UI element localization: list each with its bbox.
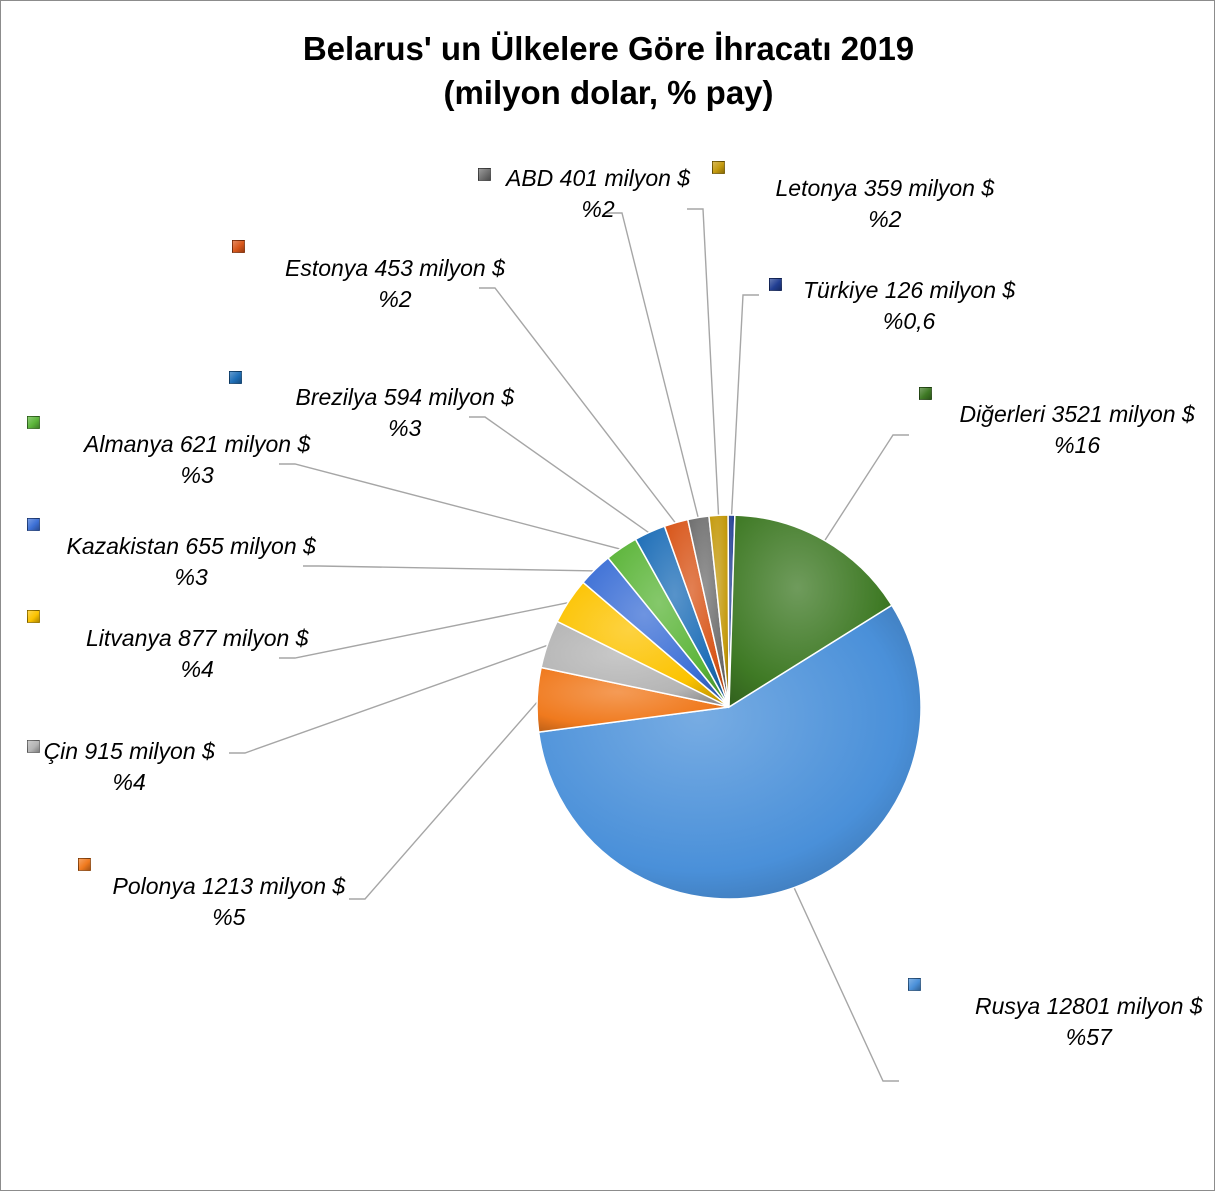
legend-key-8	[232, 240, 245, 253]
pie-slice-1	[537, 604, 922, 900]
data-label-percent: %5	[212, 904, 246, 930]
leader-line-1	[792, 885, 899, 1082]
leader-line-12	[823, 434, 909, 543]
leader-line-3	[229, 643, 550, 754]
data-label-value: Almanya 621 milyon $	[84, 431, 311, 457]
data-label-percent: %16	[1054, 432, 1101, 458]
data-label-value: Türkiye 126 milyon $	[803, 277, 1016, 303]
chart-title: Belarus' un Ülkelere Göre İhracatı 2019 …	[1, 27, 1214, 115]
data-label-value: Polonya 1213 milyon $	[112, 873, 346, 899]
data-label-value: Çin 915 milyon $	[43, 738, 215, 764]
data-label-value: ABD 401 milyon $	[506, 165, 691, 191]
leader-line-6	[279, 463, 623, 551]
leader-line-9	[606, 212, 700, 520]
data-label-value: Litvanya 877 milyon $	[86, 625, 309, 651]
data-label-value: Letonya 359 milyon $	[775, 175, 995, 201]
data-label-6: Almanya 621 milyon $ %3	[84, 429, 310, 491]
leader-line-5	[303, 565, 597, 572]
data-label-percent: %2	[378, 286, 412, 312]
legend-key-4	[27, 610, 40, 623]
data-label-value: Estonya 453 milyon $	[285, 255, 505, 281]
data-label-percent: %2	[581, 196, 615, 222]
legend-key-10	[712, 161, 725, 174]
data-label-11: Türkiye 126 milyon $ %0,6	[803, 275, 1015, 337]
legend-key-1	[908, 978, 921, 991]
data-label-12: Diğerleri 3521 milyon $ %16	[960, 399, 1195, 461]
data-label-percent: %3	[174, 564, 208, 590]
data-label-3: Çin 915 milyon $ %4	[44, 736, 215, 798]
data-label-value: Rusya 12801 milyon $	[975, 993, 1203, 1019]
data-label-value: Diğerleri 3521 milyon $	[959, 401, 1195, 427]
data-label-7: Brezilya 594 milyon $ %3	[296, 382, 515, 444]
data-label-percent: %4	[112, 769, 146, 795]
pie-slices	[536, 514, 922, 900]
pie-slice-12	[728, 514, 893, 709]
leader-line-10	[687, 208, 720, 518]
data-label-value: Brezilya 594 milyon $	[295, 384, 515, 410]
data-label-2: Polonya 1213 milyon $ %5	[113, 871, 346, 933]
data-label-percent: %0,6	[882, 308, 936, 334]
data-label-4: Litvanya 877 milyon $ %4	[86, 623, 308, 685]
legend-key-9	[478, 168, 491, 181]
leader-line-7	[469, 416, 651, 535]
data-label-percent: %3	[388, 415, 422, 441]
leader-line-11	[730, 294, 759, 518]
leader-line-4	[279, 601, 571, 659]
data-label-percent: %3	[180, 462, 214, 488]
data-label-percent: %2	[868, 206, 902, 232]
legend-key-6	[27, 416, 40, 429]
leader-line-2	[349, 699, 540, 900]
title-line-1: Belarus' un Ülkelere Göre İhracatı 2019	[302, 30, 915, 67]
data-label-value: Kazakistan 655 milyon $	[66, 533, 316, 559]
data-label-percent: %4	[180, 656, 214, 682]
data-label-10: Letonya 359 milyon $ %2	[776, 173, 995, 235]
data-label-1: Rusya 12801 milyon $ %57	[975, 991, 1203, 1053]
leader-lines	[229, 208, 909, 1082]
data-label-5: Kazakistan 655 milyon $ %3	[67, 531, 316, 593]
legend-key-2	[78, 858, 91, 871]
data-label-9: ABD 401 milyon $ %2	[506, 163, 690, 225]
data-label-percent: %57	[1065, 1024, 1112, 1050]
legend-key-12	[919, 387, 932, 400]
data-label-8: Estonya 453 milyon $ %2	[285, 253, 505, 315]
legend-key-11	[769, 278, 782, 291]
legend-key-5	[27, 518, 40, 531]
title-line-2: (milyon dolar, % pay)	[443, 74, 774, 111]
legend-key-3	[27, 740, 40, 753]
leader-line-8	[479, 287, 678, 525]
legend-key-7	[229, 371, 242, 384]
